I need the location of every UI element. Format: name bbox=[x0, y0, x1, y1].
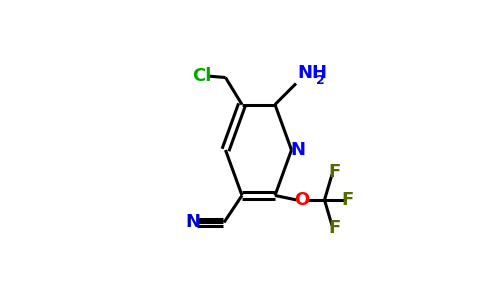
Text: O: O bbox=[294, 191, 310, 209]
Text: N: N bbox=[290, 141, 305, 159]
Text: 2: 2 bbox=[317, 74, 325, 87]
Text: F: F bbox=[342, 191, 354, 209]
Text: NH: NH bbox=[298, 64, 328, 82]
Text: F: F bbox=[329, 219, 341, 237]
Text: N: N bbox=[185, 214, 200, 232]
Text: F: F bbox=[329, 163, 341, 181]
Text: Cl: Cl bbox=[192, 67, 211, 85]
